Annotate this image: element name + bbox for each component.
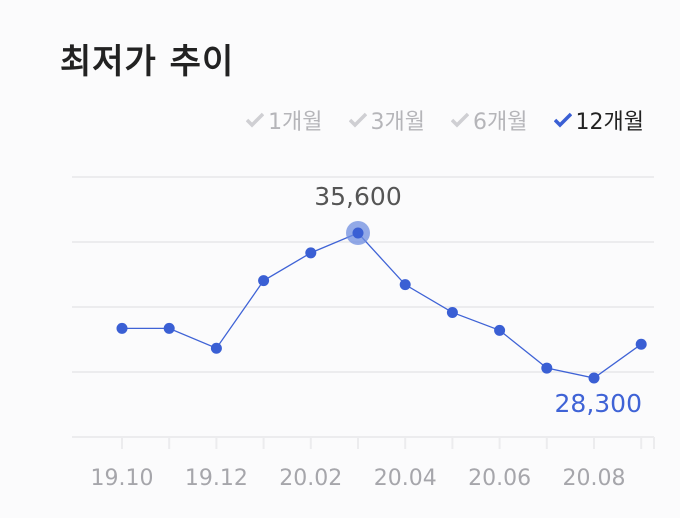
- min-price-label: 28,300: [555, 389, 642, 418]
- check-icon: [348, 112, 367, 128]
- x-tick-label: 19.10: [91, 466, 154, 491]
- x-tick-label: 20.06: [468, 466, 531, 491]
- data-point: [305, 247, 317, 259]
- check-icon: [553, 112, 572, 128]
- data-point: [258, 275, 270, 287]
- x-tick-label: 20.08: [563, 466, 626, 491]
- check-icon: [246, 112, 265, 128]
- series-line: [122, 232, 642, 379]
- tab-1-month[interactable]: 1개월: [246, 104, 323, 136]
- tab-12-months[interactable]: 12개월: [553, 104, 644, 136]
- data-point: [163, 322, 175, 334]
- period-tabs: 1개월 3개월 6개월 12개월: [246, 104, 644, 136]
- check-icon: [451, 112, 470, 128]
- data-point: [352, 227, 364, 239]
- data-point: [116, 322, 128, 334]
- data-point: [541, 362, 553, 374]
- max-price-label: 35,600: [314, 182, 401, 211]
- data-point: [446, 306, 458, 318]
- tab-label: 6개월: [473, 110, 528, 135]
- data-point: [588, 372, 600, 384]
- data-point: [399, 279, 411, 291]
- chart-title: 최저가 추이: [60, 42, 235, 82]
- tab-3-months[interactable]: 3개월: [348, 104, 426, 136]
- x-tick-label: 19.12: [185, 466, 248, 491]
- tab-label: 12개월: [575, 110, 644, 135]
- tab-6-months[interactable]: 6개월: [451, 104, 528, 136]
- x-tick-label: 20.04: [374, 466, 437, 491]
- data-point: [494, 324, 506, 336]
- data-point: [635, 338, 647, 350]
- tab-label: 1개월: [268, 110, 323, 135]
- data-point: [210, 342, 222, 354]
- tab-label: 3개월: [370, 110, 426, 135]
- x-tick-label: 20.02: [279, 466, 342, 491]
